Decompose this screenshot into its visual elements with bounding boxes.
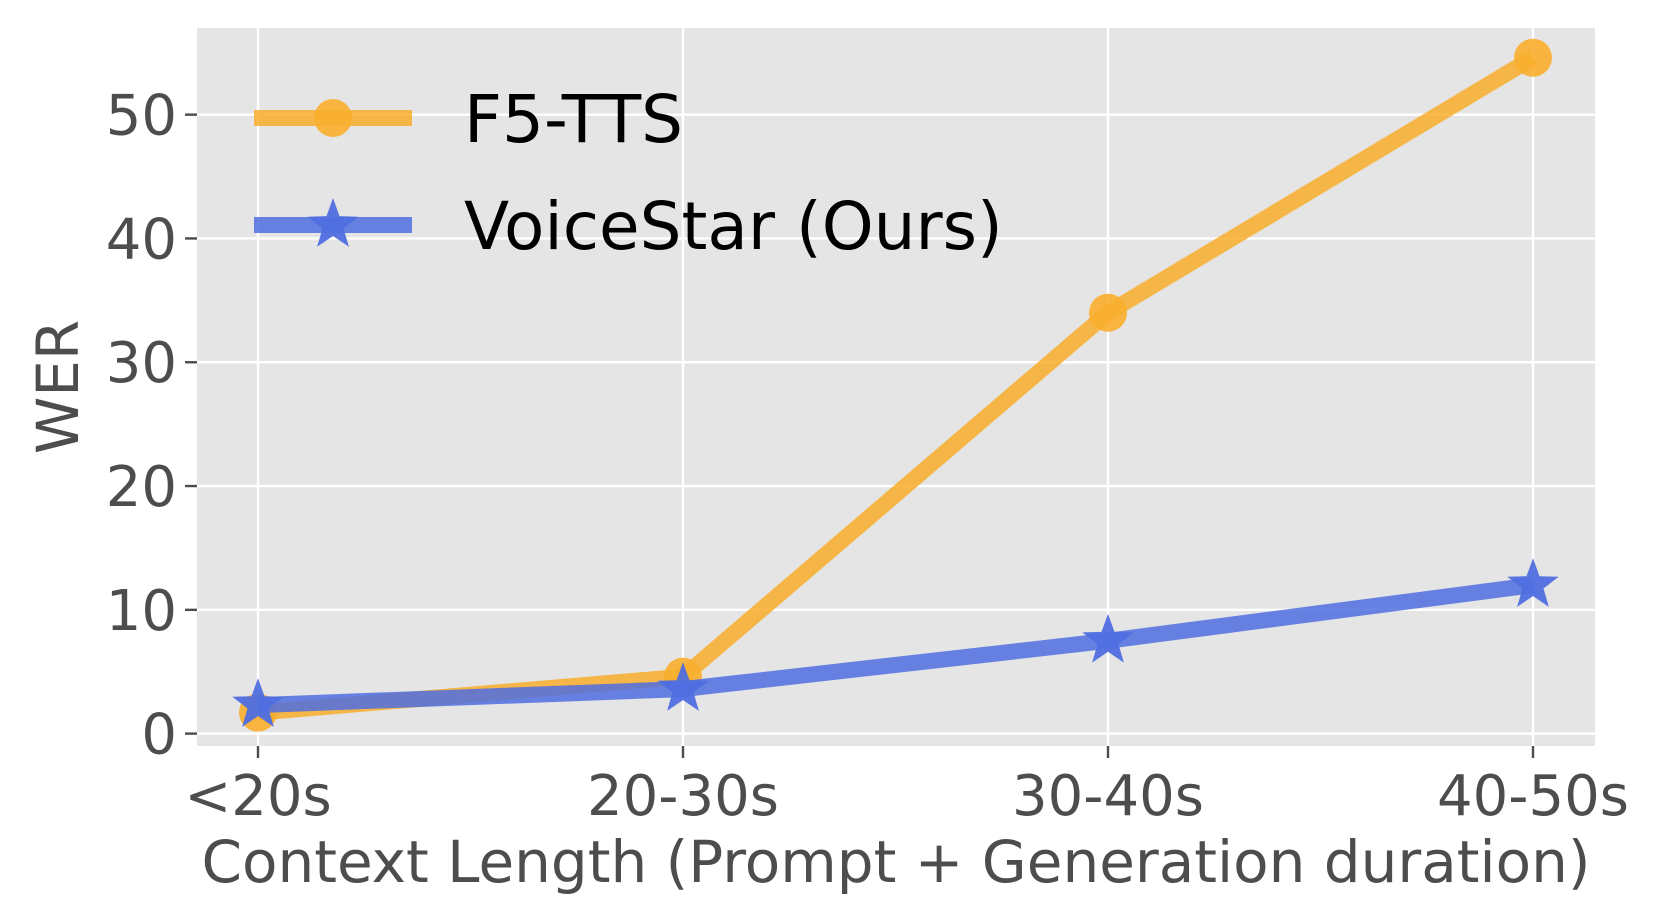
legend-marker-f5-tts — [314, 99, 352, 137]
y-axis-title: WER — [24, 320, 92, 454]
x-axis-ticks: <20s 20-30s 30-40s 40-50s — [184, 746, 1629, 829]
x-tick-label: 20-30s — [587, 764, 779, 829]
series-line-voicestar-ours — [257, 577, 1535, 714]
data-point-voicestar-ours — [232, 678, 284, 727]
data-point-voicestar-ours — [657, 662, 709, 711]
x-axis-title: Context Length (Prompt + Generation dura… — [202, 828, 1591, 896]
legend-label-voicestar-ours: VoiceStar (Ours) — [464, 188, 1003, 265]
legend: F5-TTS VoiceStar (Ours) — [254, 81, 1003, 265]
legend-marker-voicestar-ours — [307, 198, 359, 247]
data-point-f5-tts — [1089, 293, 1127, 332]
y-tick-label: 0 — [141, 703, 177, 768]
series-group — [232, 38, 1559, 732]
data-point-voicestar-ours — [1082, 613, 1134, 663]
plot-area — [197, 28, 1595, 746]
y-tick-label: 40 — [106, 207, 177, 272]
y-tick-label: 20 — [106, 455, 177, 520]
x-tick-label: 30-40s — [1012, 764, 1204, 829]
x-tick-label: 40-50s — [1437, 764, 1629, 829]
y-tick-label: 10 — [106, 579, 177, 644]
y-tick-label: 50 — [106, 84, 177, 149]
x-tick-label: <20s — [184, 764, 331, 829]
y-axis-ticks: 0 10 20 30 40 50 — [106, 84, 197, 768]
y-tick-label: 30 — [106, 331, 177, 396]
legend-label-f5-tts: F5-TTS — [464, 81, 683, 158]
data-point-voicestar-ours — [1507, 558, 1559, 607]
data-point-f5-tts — [1514, 38, 1552, 77]
